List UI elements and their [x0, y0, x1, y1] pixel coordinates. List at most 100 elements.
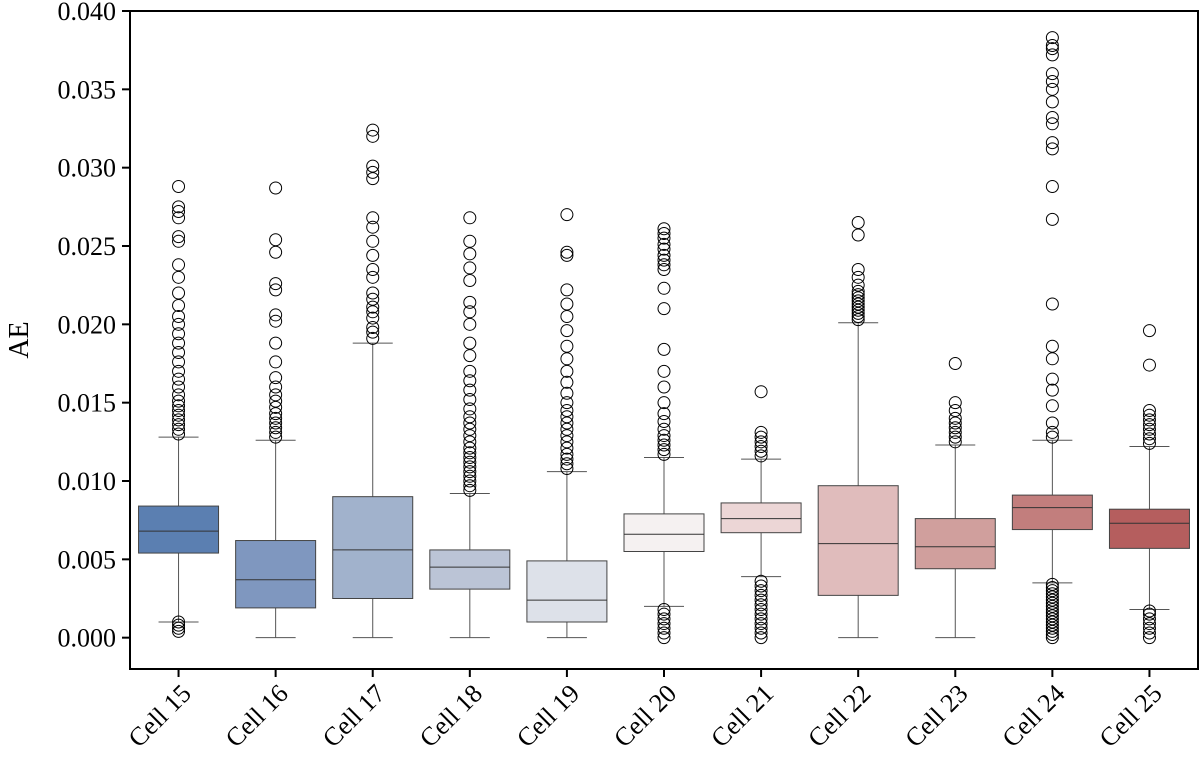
outlier-point [172, 404, 186, 417]
outlier-point [269, 336, 283, 350]
outlier-point [269, 355, 283, 369]
outlier-point [657, 422, 671, 436]
outlier-point [560, 283, 574, 297]
outlier-point [172, 310, 186, 323]
outlier-point [948, 435, 962, 449]
outlier-point [172, 230, 186, 244]
outlier-point [1045, 142, 1059, 156]
outlier-point [1045, 179, 1059, 193]
outlier-point [754, 612, 768, 626]
outlier-point [269, 400, 283, 414]
outlier-point [1142, 607, 1156, 621]
y-axis: 0.000 0.005 0.010 0.015 0.020 0.025 0.030 0.035… [58, 0, 130, 653]
outlier-point [172, 624, 186, 638]
outlier-point [560, 410, 574, 424]
outlier-point [657, 429, 671, 443]
outlier-point [366, 305, 380, 319]
x-tick-label: Cell 23 [899, 679, 973, 753]
outlier-point [1045, 631, 1059, 645]
outlier-point [754, 579, 768, 593]
outlier-point [1142, 404, 1156, 417]
outlier-point [851, 284, 865, 298]
outlier-point [463, 247, 477, 261]
outlier-point [463, 336, 477, 350]
outlier-point [463, 364, 477, 378]
outlier-point [172, 621, 186, 635]
outlier-point [463, 435, 477, 449]
outlier-point [1142, 621, 1156, 635]
outlier-point [366, 220, 380, 234]
outlier-point [463, 429, 477, 443]
outlier-point [172, 327, 186, 341]
outlier-point [463, 469, 477, 483]
outlier-point [1045, 352, 1059, 366]
box-group-cell-23 [914, 357, 996, 639]
outlier-point [269, 425, 283, 439]
outlier-point [1045, 117, 1059, 131]
outlier-point [366, 211, 380, 225]
outlier-point [754, 574, 768, 588]
outlier-point [754, 440, 768, 454]
outlier-point [1045, 624, 1059, 638]
outlier-point [657, 242, 671, 256]
outlier-point [657, 617, 671, 631]
outlier-point [851, 306, 865, 320]
outlier-point [560, 310, 574, 323]
outlier-point [851, 313, 865, 327]
iqr-box [1011, 494, 1093, 531]
y-tick-label: 0.010 [58, 467, 117, 496]
outlier-point [560, 248, 574, 262]
plot-area [138, 31, 1190, 645]
outlier-point [560, 435, 574, 449]
outlier-point [1142, 422, 1156, 436]
outlier-point [463, 317, 477, 331]
outlier-point [657, 253, 671, 267]
y-tick-label: 0.020 [58, 310, 117, 339]
outlier-point [754, 617, 768, 631]
outlier-point [1045, 372, 1059, 386]
outlier-point [463, 349, 477, 363]
outlier-point [1045, 599, 1059, 613]
outlier-point [851, 270, 865, 284]
outlier-point [754, 602, 768, 616]
outlier-point [657, 447, 671, 461]
x-tick-label: Cell 22 [802, 679, 876, 753]
outlier-point [463, 383, 477, 397]
box-group-cell-22 [817, 216, 899, 639]
outlier-point [172, 394, 186, 408]
outlier-point [269, 283, 283, 297]
outlier-point [269, 430, 283, 444]
outlier-point [366, 234, 380, 248]
y-tick-label: 0.030 [58, 154, 117, 183]
outlier-point [851, 297, 865, 311]
outlier-point [657, 231, 671, 245]
outlier-point [657, 222, 671, 236]
outlier-point [269, 407, 283, 421]
outlier-point [463, 483, 477, 497]
outlier-point [1045, 95, 1059, 109]
outlier-point [463, 441, 477, 455]
outlier-point [754, 593, 768, 607]
outlier-point [560, 245, 574, 259]
x-tick-label: Cell 17 [317, 679, 391, 753]
outlier-point [172, 258, 186, 272]
box-group-cell-24 [1011, 31, 1093, 645]
outlier-point [366, 320, 380, 334]
outlier-point [463, 234, 477, 248]
outlier-point [657, 248, 671, 262]
outlier-point [948, 357, 962, 370]
outlier-point [851, 310, 865, 323]
outlier-point [1045, 609, 1059, 623]
outlier-point [366, 263, 380, 276]
outlier-point [269, 416, 283, 430]
outlier-point [366, 325, 380, 339]
outlier-point [172, 618, 186, 632]
outlier-point [657, 302, 671, 316]
outlier-point [948, 404, 962, 417]
x-tick-label: Cell 25 [1094, 679, 1168, 753]
outlier-point [1045, 581, 1059, 595]
outlier-point [1045, 82, 1059, 96]
outlier-point [560, 208, 574, 222]
outlier-point [269, 181, 283, 195]
